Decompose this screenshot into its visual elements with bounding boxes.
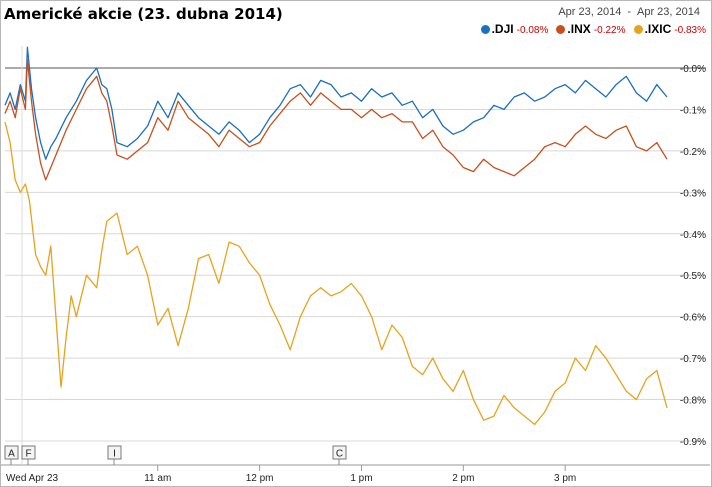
dji-dot-icon [480,25,490,34]
series-line-ixic [4,121,668,426]
legend-symbol: .INX [567,22,591,36]
legend-change: -0.83% [674,25,706,36]
y-tick-label: -0.3% [680,188,706,199]
y-tick-label: -0.4% [680,230,706,241]
y-tick-label: -0.2% [680,147,706,158]
y-tick-label: -0.9% [680,437,706,448]
legend-item-ixic[interactable]: .IXIC -0.83% [633,22,706,36]
y-tick-label: -0.0% [680,64,706,75]
marker-flag-a[interactable] [4,445,19,460]
range-start[interactable]: Apr 23, 2014 [558,6,622,18]
ixic-dot-icon [633,25,643,34]
x-tick-label: 3 pm [554,473,576,484]
legend-symbol: .DJI [491,22,514,36]
series-line-inx [4,59,668,181]
x-tick-label: Wed Apr 23 [6,473,59,484]
x-tick-label: 12 pm [246,473,274,484]
legend-change: -0.22% [593,25,626,36]
marker-flag-c[interactable] [332,445,347,460]
marker-label: I [113,449,116,460]
marker-label: C [336,449,343,460]
y-tick-label: -0.6% [680,313,706,324]
legend-item-dji[interactable]: .DJI -0.08% [480,22,549,36]
y-tick-label: -0.8% [680,396,706,407]
range-end[interactable]: Apr 23, 2014 [637,6,700,18]
x-tick-label: 1 pm [350,473,372,484]
y-tick-label: -0.1% [680,105,706,116]
legend-symbol: .IXIC [644,22,672,36]
y-tick-label: -0.7% [680,354,706,365]
x-tick-label: 11 am [144,473,171,484]
series-line-dji [4,46,668,160]
marker-label: A [8,449,15,460]
legend: .DJI -0.08% .INX -0.22% .IXIC -0.83% [476,22,706,36]
x-tick-label: 2 pm [452,473,474,484]
marker-flag-f[interactable] [21,445,36,460]
marker-label: F [25,449,31,460]
marker-flag-i[interactable] [107,445,122,460]
range-separator: - [627,6,631,18]
legend-change: -0.08% [516,25,549,36]
inx-dot-icon [556,25,566,34]
date-range: Apr 23, 2014- Apr 23, 2014 [558,6,700,18]
y-tick-label: -0.5% [680,271,706,282]
chart-title: Americké akcie (23. dubna 2014) [4,5,283,23]
legend-item-inx[interactable]: .INX -0.22% [556,22,626,36]
